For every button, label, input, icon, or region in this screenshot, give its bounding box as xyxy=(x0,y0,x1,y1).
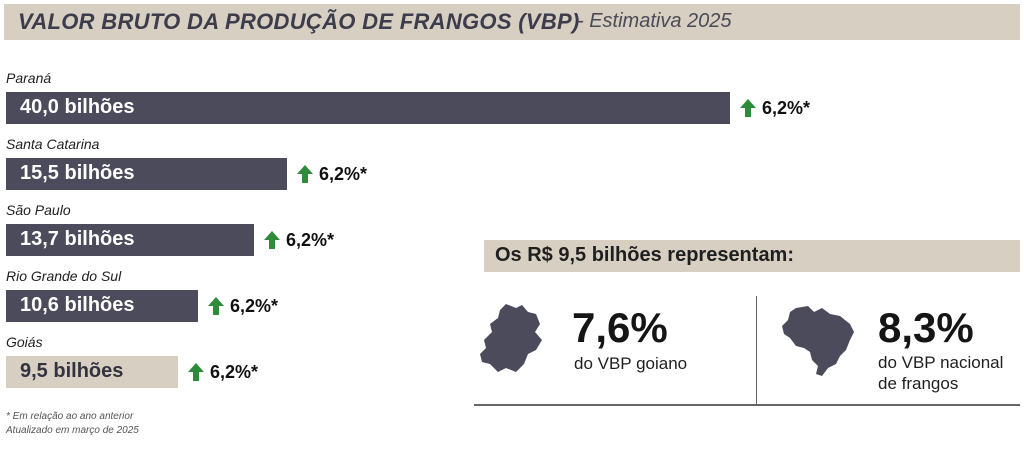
bar-value-label: 10,6 bilhões xyxy=(20,294,135,316)
bar: 13,7 bilhões xyxy=(6,224,254,256)
representation-banner: Os R$ 9,5 bilhões representam: xyxy=(484,240,1020,272)
up-arrow-icon xyxy=(264,231,280,249)
representation-title: Os R$ 9,5 bilhões representam: xyxy=(495,244,795,266)
brazil-map-icon xyxy=(782,306,854,376)
up-arrow-icon xyxy=(297,165,313,183)
region-label: Rio Grande do Sul xyxy=(6,268,122,284)
change-indicator: 6,2%* xyxy=(188,361,258,383)
up-arrow-icon xyxy=(740,99,756,117)
bar: 10,6 bilhões xyxy=(6,290,198,322)
divider-vertical xyxy=(756,296,757,404)
stat-brasil-desc: do VBP nacional de frangos xyxy=(878,353,1004,393)
change-value: 6,2%* xyxy=(762,97,811,118)
region-label: Santa Catarina xyxy=(6,136,100,152)
change-indicator: 6,2%* xyxy=(297,163,367,185)
chart-title: VALOR BRUTO DA PRODUÇÃO DE FRANGOS (VBP) xyxy=(18,9,580,34)
bar: 40,0 bilhões xyxy=(6,92,730,124)
region-label: Paraná xyxy=(6,70,52,86)
bar-value-label: 9,5 bilhões xyxy=(20,360,124,382)
divider-horizontal xyxy=(474,404,1020,406)
chart-subtitle: - Estimativa 2025 xyxy=(577,10,732,32)
up-arrow-icon xyxy=(208,297,224,315)
stat-goias-desc: do VBP goiano xyxy=(574,354,688,373)
bar-value-label: 13,7 bilhões xyxy=(20,228,135,250)
bar-value-label: 15,5 bilhões xyxy=(20,162,135,184)
change-value: 6,2%* xyxy=(210,361,259,382)
footnote-2: Atualizado em março de 2025 xyxy=(6,425,139,436)
footnote-1: * Em relação ao ano anterior xyxy=(6,411,134,422)
change-value: 6,2%* xyxy=(319,163,368,184)
change-value: 6,2%* xyxy=(230,295,279,316)
goias-map-icon xyxy=(480,304,542,372)
bar: 15,5 bilhões xyxy=(6,158,287,190)
region-label: Goiás xyxy=(6,334,43,350)
change-indicator: 6,2%* xyxy=(264,229,334,251)
change-indicator: 6,2%* xyxy=(208,295,278,317)
stat-goias-value: 7,6% xyxy=(572,304,668,351)
change-value: 6,2%* xyxy=(286,229,335,250)
bar: 9,5 bilhões xyxy=(6,356,178,388)
bar-value-label: 40,0 bilhões xyxy=(20,96,135,118)
up-arrow-icon xyxy=(188,363,204,381)
region-label: São Paulo xyxy=(6,202,71,218)
stat-brasil-value: 8,3% xyxy=(878,304,974,351)
change-indicator: 6,2%* xyxy=(740,97,810,119)
title-banner: VALOR BRUTO DA PRODUÇÃO DE FRANGOS (VBP)… xyxy=(4,4,1020,40)
